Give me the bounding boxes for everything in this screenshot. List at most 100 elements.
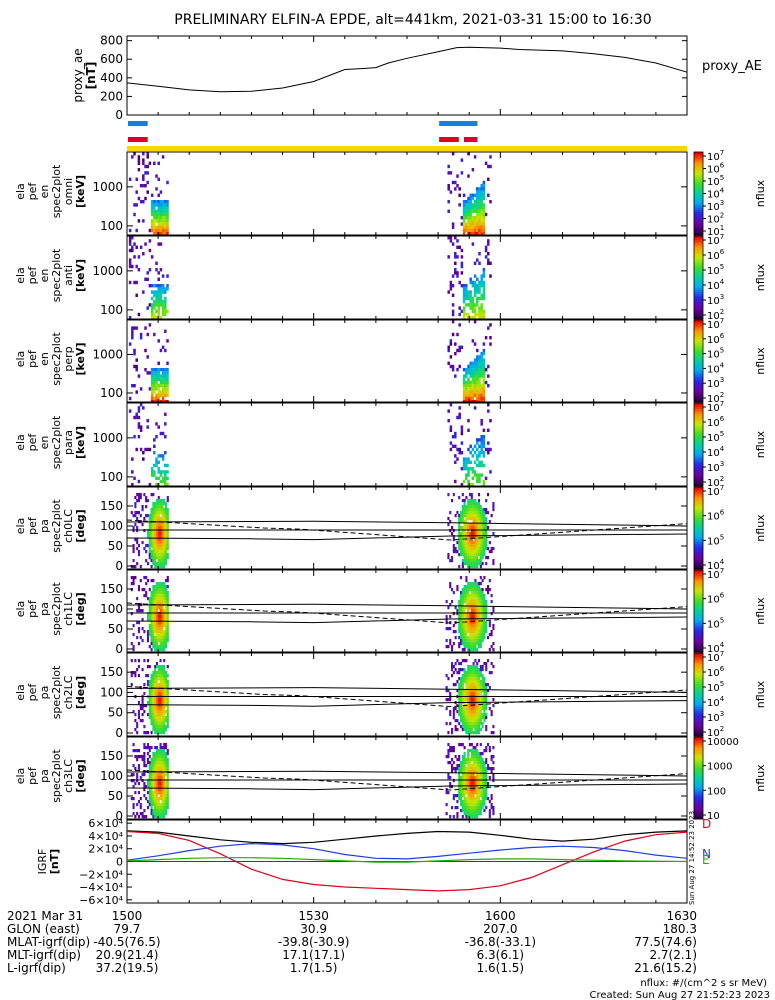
energy-panel-4-pixel: [489, 470, 492, 474]
pa-panel-4-pixel: [155, 782, 159, 786]
energy-panel-4-pixel: [451, 435, 455, 439]
pa-panel-1-pixel: [479, 520, 482, 524]
pa-panel-4-pixel: [485, 782, 488, 786]
energy-panel-3-pixel: [153, 390, 156, 394]
energy-panel-3-pixel: [133, 384, 136, 388]
pa-panel-2-pixel: [459, 618, 463, 622]
energy-panel-1-pixel: [139, 184, 143, 188]
energy-panel-1-colorbar-cell: [694, 170, 703, 174]
pa-panel-4-pixel: [152, 794, 155, 798]
pa-panel-3-pixel: [472, 731, 475, 735]
pa-panel-4-pixel: [154, 746, 157, 750]
energy-panel-4-pixel: [164, 463, 167, 468]
energy-panel-1-pixel: [469, 206, 472, 210]
pa-panel-1-pixel: [477, 523, 481, 527]
pa-panel-3-pixel: [459, 662, 463, 666]
pa-panel-2-pixel: [449, 642, 452, 646]
energy-panel-4-pixel: [157, 476, 160, 480]
pa-panel-4-ylabel-line: [deg]: [74, 759, 87, 792]
pa-panel-2-pixel: [150, 630, 153, 634]
pa-panel-1-pixel: [161, 529, 164, 533]
energy-panel-1-pixel: [153, 216, 156, 220]
energy-panel-4-pixel: [480, 463, 483, 468]
pa-panel-4-pixel: [461, 758, 464, 762]
pa-panel-4-pixel: [490, 794, 493, 798]
pa-panel-4-pixel: [483, 809, 486, 813]
pa-panel-4-pixel: [486, 743, 490, 747]
energy-panel-4-pixel: [449, 441, 453, 445]
pa-panel-1-pixel: [132, 526, 135, 530]
pa-panel-1-pixel: [472, 508, 475, 512]
pa-panel-4-pixel: [152, 791, 155, 795]
pa-panel-2-pixel: [164, 639, 168, 643]
pa-panel-4-pixel: [143, 755, 146, 759]
footer-row-value: 6.3(6.1): [477, 948, 525, 962]
pa-panel-3-pixel: [143, 710, 146, 714]
pa-panel-3-pixel: [161, 728, 164, 732]
pa-panel-4-pixel: [468, 806, 472, 810]
pa-panel-4-pixel: [479, 812, 482, 816]
energy-panel-4-colorbar-cell: [694, 417, 703, 421]
energy-panel-3-pixel: [166, 374, 169, 378]
pa-panel-1-pixel: [463, 499, 466, 503]
energy-panel-3-pixel: [471, 377, 475, 381]
pa-panel-1-pixel: [152, 529, 155, 533]
pa-panel-3-pixel: [472, 704, 475, 708]
energy-panel-1-colorbar-cell: [694, 187, 703, 190]
energy-panel-4-pixel: [482, 454, 486, 458]
pa-panel-2-pixel: [157, 624, 160, 628]
energy-panel-3-pixel: [153, 384, 156, 388]
energy-panel-2-colorbar-cell: [694, 281, 703, 285]
energy-panel-3-pixel: [473, 374, 477, 378]
pa-panel-1-pixel: [492, 508, 495, 512]
pa-panel-2-colorbar-cell: [694, 649, 703, 653]
energy-panel-2-pixel: [471, 309, 475, 313]
pa-panel-4-pixel: [452, 779, 455, 783]
energy-panel-4-colorbar-cell: [694, 461, 703, 464]
pa-panel-2-pixel: [463, 588, 466, 592]
pa-panel-4-pixel: [152, 800, 155, 804]
pa-panel-2-pixel: [161, 609, 164, 613]
energy-panel-3-pixel: [462, 374, 466, 378]
pa-panel-2-pixel: [465, 579, 468, 583]
pa-panel-3-pixel: [154, 689, 157, 693]
pa-panel-4-pixel: [146, 743, 150, 747]
energy-panel-1-pixel: [473, 219, 477, 223]
pa-panel-2-ytick-label: 150: [100, 582, 123, 596]
pa-panel-2-pixel: [476, 633, 479, 637]
pa-panel-3-pixel: [472, 677, 475, 681]
pa-panel-1-pixel: [479, 535, 482, 539]
pa-panel-3-pixel: [150, 698, 153, 702]
pa-panel-4-pixel: [152, 752, 155, 756]
energy-panel-3-colorbar-cell: [694, 365, 703, 368]
pa-panel-4-pixel: [161, 788, 164, 792]
energy-panel-2-pixel: [157, 271, 160, 275]
energy-panel-2-pixel: [164, 309, 167, 313]
pa-panel-1-pixel: [476, 562, 479, 566]
pa-panel-1-pixel: [146, 562, 150, 566]
pa-panel-3-pixel: [461, 680, 464, 684]
energy-panel-3-pixel: [465, 368, 468, 372]
pa-panel-1-pixel: [163, 538, 166, 542]
pa-panel-1-pixel: [472, 502, 475, 506]
pa-panel-4-pixel: [486, 782, 490, 786]
pa-panel-1-pixel: [476, 508, 479, 512]
energy-panel-2-pixel: [161, 290, 165, 294]
pa-panel-2-pixel: [492, 609, 495, 613]
pa-panel-3-pixel: [461, 674, 464, 678]
energy-panel-2-colorbar-title: nflux: [754, 263, 767, 291]
pa-panel-3-pixel: [486, 683, 490, 687]
energy-panel-1-pixel: [161, 203, 165, 207]
energy-panel-1-pixel: [166, 200, 169, 204]
energy-panel-3-pixel: [166, 371, 169, 375]
footer-row-value: 207.0: [483, 922, 517, 936]
pa-panel-1-pixel: [449, 559, 452, 563]
pa-panel-4-pixel: [467, 791, 470, 795]
pa-panel-3-pixel: [467, 725, 470, 729]
energy-panel-2-pixel: [482, 296, 486, 301]
energy-panel-4-pixel: [139, 403, 143, 407]
energy-panel-3-colorbar-title-group: nflux: [754, 347, 767, 375]
pa-panel-3-pixel: [163, 689, 166, 693]
pa-panel-3-pixel: [445, 674, 448, 678]
pa-panel-3-pixel: [467, 719, 470, 723]
